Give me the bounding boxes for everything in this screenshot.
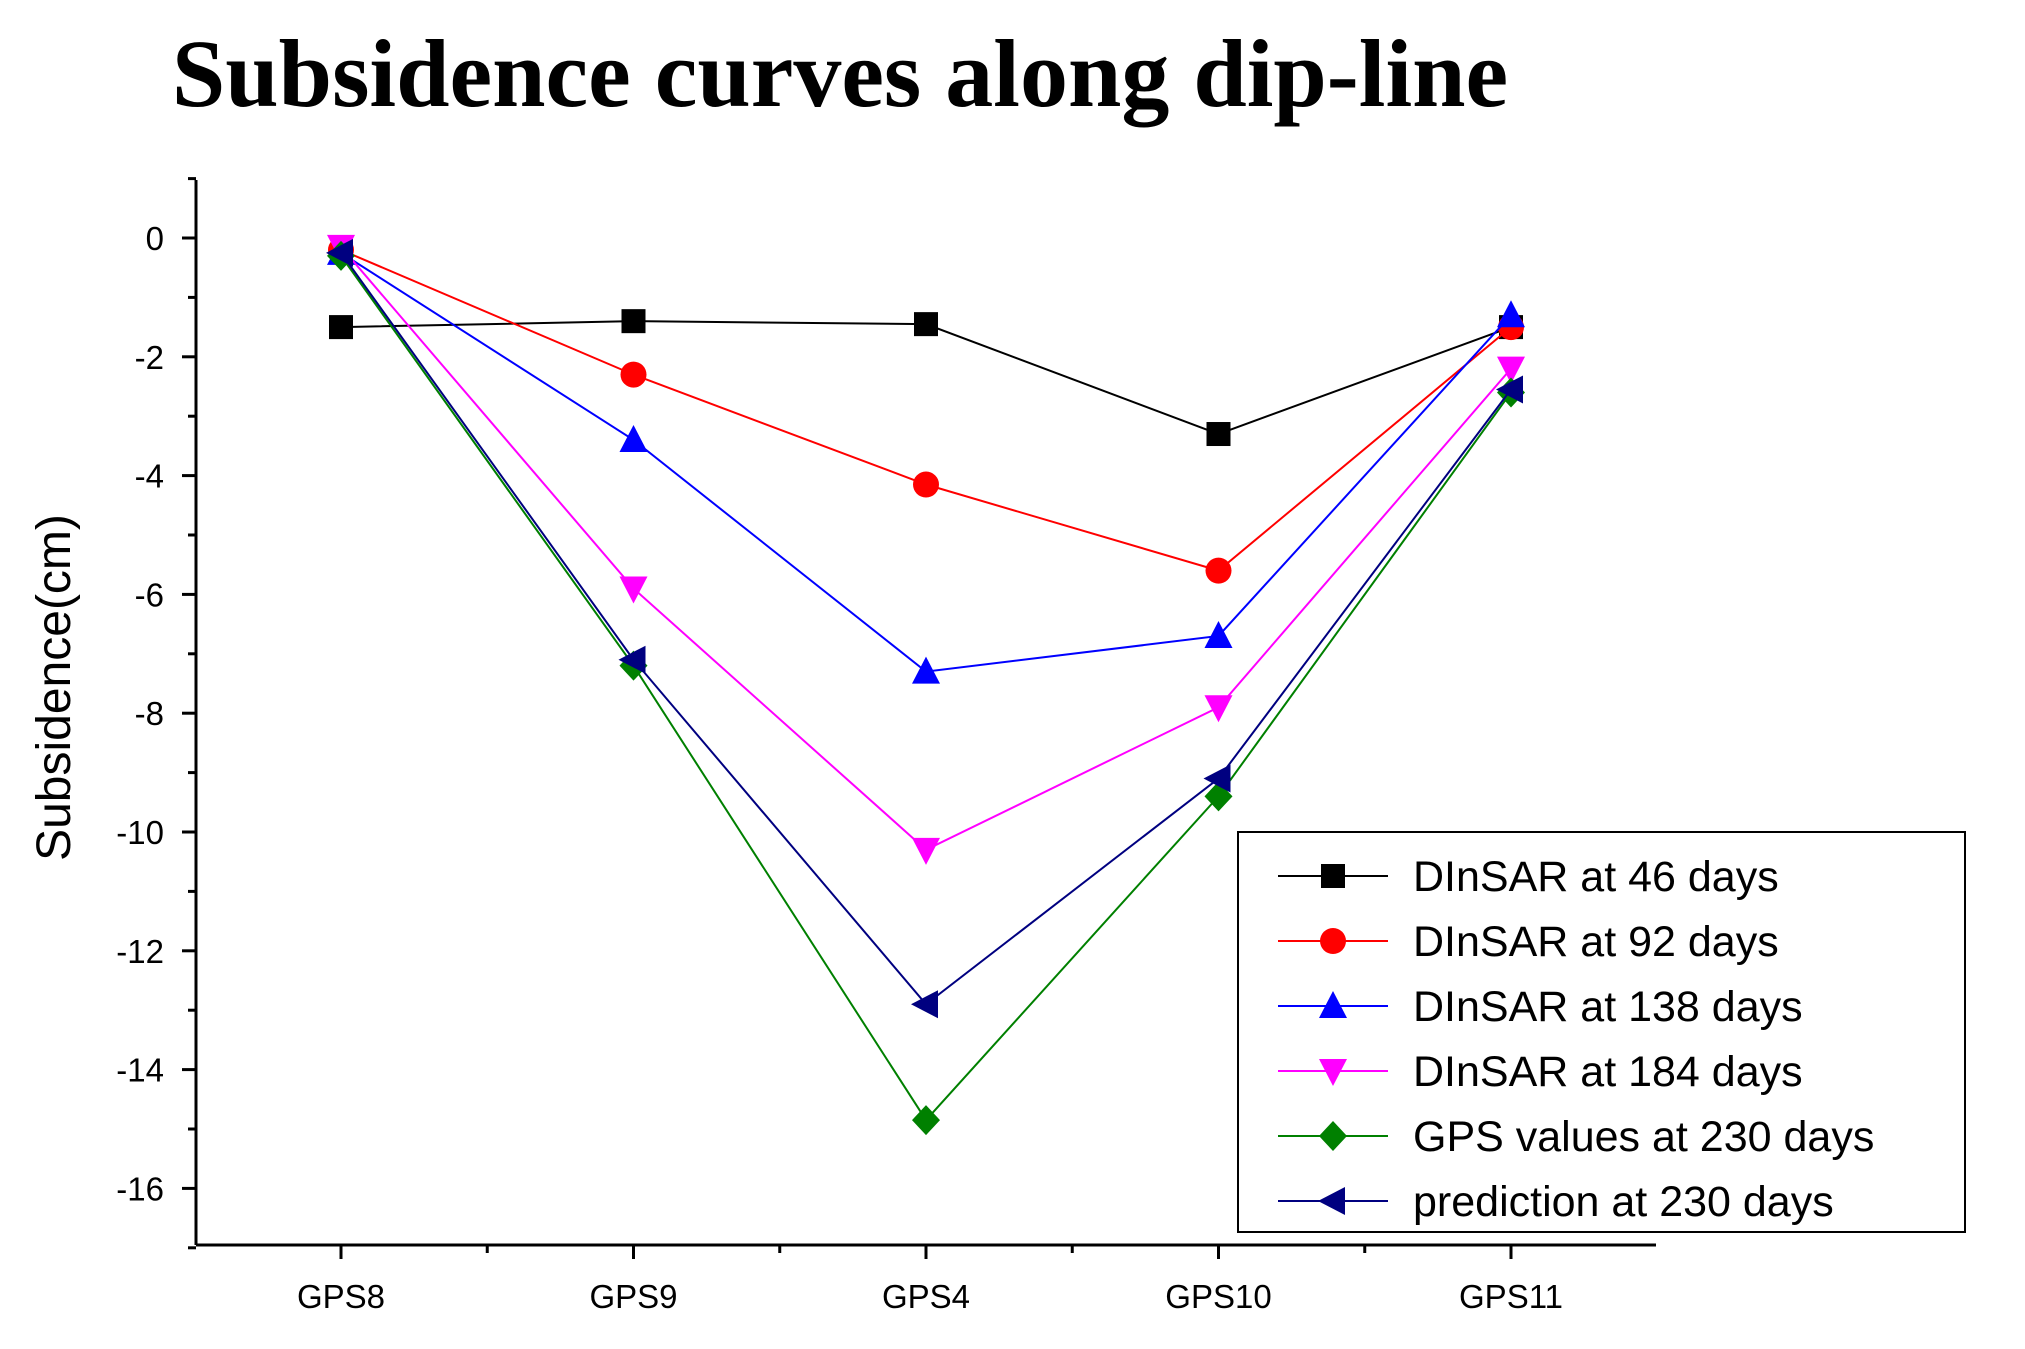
legend-marker: [1318, 1187, 1345, 1215]
x-tick-label: GPS8: [297, 1278, 385, 1315]
series-4: [327, 234, 1525, 865]
legend-label: DInSAR at 92 days: [1413, 918, 1779, 966]
legend-label: DInSAR at 138 days: [1413, 983, 1803, 1031]
y-tick-label: -14: [116, 1052, 164, 1089]
data-point: [326, 238, 353, 267]
legend-marker: [1319, 1121, 1347, 1151]
series-2: [328, 236, 1524, 584]
data-point: [1206, 422, 1231, 447]
legend-label: prediction at 230 days: [1413, 1178, 1834, 1226]
data-point: [618, 645, 646, 674]
legend-entry: GPS values at 230 days: [1278, 1113, 1874, 1161]
series-line: [340, 320, 1512, 436]
legend-entry: DInSAR at 92 days: [1278, 918, 1779, 966]
x-tick-label: GPS11: [1459, 1278, 1563, 1315]
data-point: [912, 837, 940, 865]
data-point: [1205, 557, 1232, 584]
legend-marker: [1320, 928, 1346, 954]
series-line: [340, 246, 1512, 852]
series-layer: [326, 234, 1525, 1136]
data-point: [1204, 695, 1233, 723]
series-line: [340, 248, 1512, 572]
series-3: [327, 237, 1525, 684]
y-tick-label: -8: [135, 695, 164, 732]
y-tick-label: -2: [135, 339, 164, 376]
y-tick-label: -16: [116, 1170, 164, 1207]
x-tick-label: GPS10: [1165, 1278, 1271, 1315]
series-6: [326, 238, 1523, 1019]
y-tick-label: -4: [135, 458, 164, 495]
data-point: [1203, 764, 1231, 793]
chart-title: Subsidence curves along dip-line: [171, 20, 1509, 127]
data-point: [912, 656, 940, 684]
data-point: [619, 576, 648, 604]
legend-entry: DInSAR at 138 days: [1278, 983, 1803, 1031]
data-point: [912, 1105, 940, 1136]
legend-marker: [1321, 864, 1345, 888]
data-point: [913, 471, 939, 498]
data-point: [1204, 620, 1233, 648]
series-1: [329, 309, 1523, 447]
x-tick-label: GPS4: [882, 1278, 970, 1315]
legend: DInSAR at 46 days DInSAR at 92 days DInSAR…: [1237, 831, 1966, 1233]
axes: 0 -2 -4 -6 -8 -10 -12 -14 -16 GPS8 GPS9 GPS4 GPS10 GP…: [28, 177, 1656, 1315]
legend-label: DInSAR at 184 days: [1413, 1048, 1803, 1096]
y-axis-label: Subsidence(cm): [28, 514, 81, 861]
y-tick-label: -12: [116, 933, 164, 970]
legend-label: GPS values at 230 days: [1413, 1113, 1874, 1161]
y-tick-label: -10: [116, 814, 164, 851]
legend-box: [1237, 831, 1966, 1233]
data-point: [1497, 356, 1525, 384]
data-point: [1497, 300, 1525, 328]
data-point: [619, 424, 648, 452]
legend-entry: prediction at 230 days: [1278, 1178, 1834, 1226]
y-tick-label: -6: [135, 576, 164, 613]
legend-marker: [1319, 1059, 1347, 1086]
data-point: [621, 309, 646, 334]
legend-entry: DInSAR at 46 days: [1278, 853, 1779, 901]
data-point: [1496, 375, 1523, 404]
legend-marker: [1319, 991, 1347, 1018]
y-tick-label: 0: [146, 220, 164, 257]
data-point: [620, 361, 647, 388]
data-point: [329, 315, 353, 340]
legend-label: DInSAR at 46 days: [1413, 853, 1779, 901]
data-point: [911, 990, 938, 1019]
x-tick-label: GPS9: [589, 1278, 677, 1315]
legend-entry: DInSAR at 184 days: [1278, 1048, 1803, 1096]
data-point: [914, 312, 938, 337]
